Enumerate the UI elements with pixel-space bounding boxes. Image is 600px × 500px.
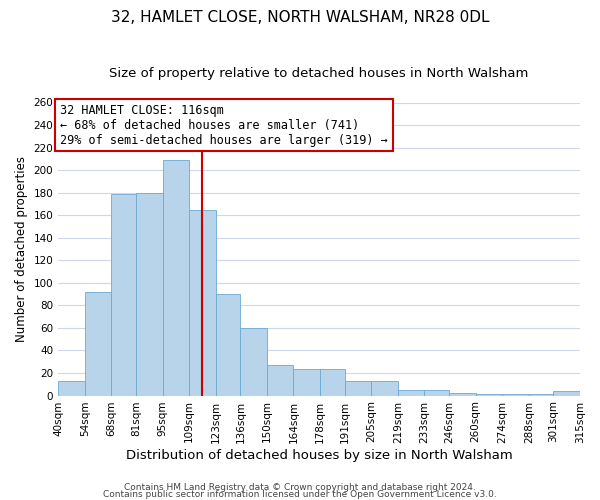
X-axis label: Distribution of detached houses by size in North Walsham: Distribution of detached houses by size … [126, 450, 512, 462]
Bar [267, 365, 293, 396]
Y-axis label: Number of detached properties: Number of detached properties [15, 156, 28, 342]
Bar [529, 394, 553, 396]
Bar [476, 394, 502, 396]
Bar [553, 391, 580, 396]
Bar [293, 368, 320, 396]
Bar [320, 368, 345, 396]
Bar [111, 194, 136, 396]
Bar [85, 292, 111, 396]
Bar [345, 381, 371, 396]
Title: Size of property relative to detached houses in North Walsham: Size of property relative to detached ho… [109, 68, 529, 80]
Bar [189, 210, 215, 396]
Text: 32 HAMLET CLOSE: 116sqm
← 68% of detached houses are smaller (741)
29% of semi-d: 32 HAMLET CLOSE: 116sqm ← 68% of detache… [60, 104, 388, 146]
Bar [215, 294, 241, 396]
Bar [136, 192, 163, 396]
Text: 32, HAMLET CLOSE, NORTH WALSHAM, NR28 0DL: 32, HAMLET CLOSE, NORTH WALSHAM, NR28 0D… [111, 10, 489, 25]
Bar [424, 390, 449, 396]
Bar [449, 394, 476, 396]
Text: Contains HM Land Registry data © Crown copyright and database right 2024.: Contains HM Land Registry data © Crown c… [124, 484, 476, 492]
Bar [241, 328, 267, 396]
Text: Contains public sector information licensed under the Open Government Licence v3: Contains public sector information licen… [103, 490, 497, 499]
Bar [398, 390, 424, 396]
Bar [502, 394, 529, 396]
Bar [58, 381, 85, 396]
Bar [163, 160, 189, 396]
Bar [371, 381, 398, 396]
